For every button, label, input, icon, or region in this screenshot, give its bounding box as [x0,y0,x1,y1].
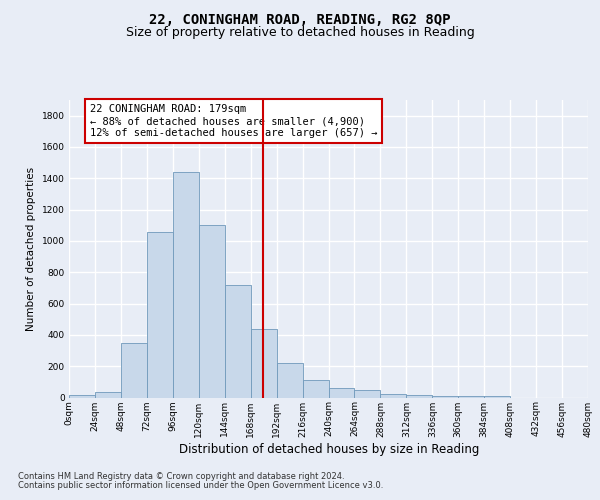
Bar [406,395,432,398]
Bar [69,395,95,398]
Bar [251,330,277,398]
Bar [432,396,458,398]
Bar [380,394,406,398]
Bar [95,392,121,398]
Bar [484,396,510,398]
Text: 22 CONINGHAM ROAD: 179sqm
← 88% of detached houses are smaller (4,900)
12% of se: 22 CONINGHAM ROAD: 179sqm ← 88% of detac… [90,104,377,138]
Y-axis label: Number of detached properties: Number of detached properties [26,166,36,331]
Bar [173,172,199,398]
Text: Size of property relative to detached houses in Reading: Size of property relative to detached ho… [125,26,475,39]
Bar [329,388,355,398]
Text: Distribution of detached houses by size in Reading: Distribution of detached houses by size … [179,442,479,456]
Bar [355,390,380,398]
Bar [458,396,484,398]
Bar [225,285,251,398]
Bar [302,380,329,398]
Text: 22, CONINGHAM ROAD, READING, RG2 8QP: 22, CONINGHAM ROAD, READING, RG2 8QP [149,12,451,26]
Text: Contains public sector information licensed under the Open Government Licence v3: Contains public sector information licen… [18,481,383,490]
Bar [277,363,302,398]
Bar [147,232,173,398]
Text: Contains HM Land Registry data © Crown copyright and database right 2024.: Contains HM Land Registry data © Crown c… [18,472,344,481]
Bar [199,226,224,398]
Bar [121,342,147,398]
